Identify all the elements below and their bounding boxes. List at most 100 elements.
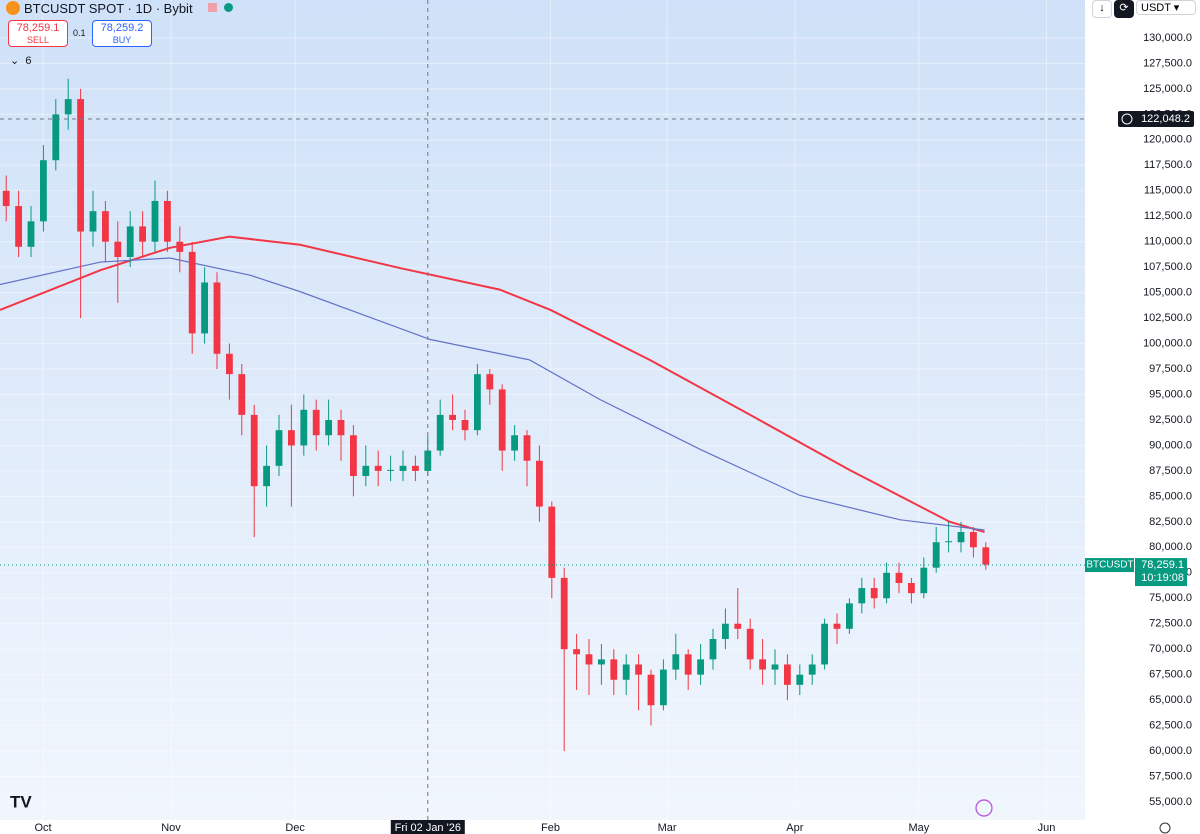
y-tick-label: 95,000.0 <box>1149 388 1192 400</box>
currency-select[interactable]: USDT ▾ <box>1136 0 1196 15</box>
candle-body <box>325 419 333 436</box>
y-tick-label: 62,500.0 <box>1149 720 1192 732</box>
candle-body <box>560 577 568 650</box>
candle-body <box>2 190 10 207</box>
candle-body <box>486 374 494 390</box>
sync-button[interactable]: ⟳ <box>1114 0 1134 18</box>
indicator-count: 6 <box>25 55 32 67</box>
candle-body <box>387 469 395 471</box>
candle-body <box>213 282 221 354</box>
y-tick-label: 60,000.0 <box>1149 745 1192 757</box>
candle-body <box>89 211 97 232</box>
y-tick-label: 115,000.0 <box>1144 185 1192 197</box>
candle-body <box>151 200 159 242</box>
candle-body <box>188 251 196 334</box>
candle-body <box>39 160 47 222</box>
y-tick-label: 85,000.0 <box>1149 490 1192 502</box>
candle-body <box>932 542 940 568</box>
candle-body <box>573 649 581 655</box>
candle-body <box>163 200 171 242</box>
candle-body <box>250 414 258 487</box>
x-tick-label: Jun <box>1038 822 1056 834</box>
candle-body <box>436 414 444 451</box>
candle-body <box>895 572 903 583</box>
candle-body <box>77 99 85 232</box>
candle-body <box>411 465 419 471</box>
buy-button[interactable]: 78,259.2 BUY <box>92 20 152 47</box>
candle-body <box>511 435 519 451</box>
candle-body <box>263 465 271 487</box>
sell-button[interactable]: 78,259.1 SELL <box>8 20 68 47</box>
candle-body <box>101 211 109 242</box>
crosshair-y-box <box>1118 110 1194 127</box>
logo[interactable]: TV <box>10 792 32 811</box>
candle-body <box>845 603 853 629</box>
y-tick-label: 92,500.0 <box>1149 414 1192 426</box>
y-tick-label: 87,500.0 <box>1149 465 1192 477</box>
candle-body <box>362 465 370 477</box>
candle-body <box>672 654 680 670</box>
candle-body <box>759 659 767 670</box>
indicator-toggle[interactable]: ⌄ 6 <box>10 55 32 67</box>
x-tick-label: Mar <box>658 822 677 834</box>
candle-body <box>64 99 72 115</box>
moving-average-line <box>0 257 985 531</box>
symbol-title[interactable]: BTCUSDT SPOT · 1D · Bybit <box>24 1 193 16</box>
candle-body <box>399 465 407 471</box>
candle-body <box>982 547 990 565</box>
y-tick-label: 97,500.0 <box>1149 363 1192 375</box>
y-tick-label: 125,000.0 <box>1143 83 1192 95</box>
candle-body <box>585 654 593 665</box>
candle-body <box>597 659 605 665</box>
candle-body <box>176 241 184 252</box>
candle-body <box>709 639 717 660</box>
candle-body <box>721 623 729 640</box>
price-axis <box>1085 0 1200 834</box>
add-alert-icon <box>1121 113 1133 125</box>
y-tick-label: 107,500.0 <box>1143 261 1192 273</box>
x-tick-label: May <box>908 822 929 834</box>
candle-body <box>349 435 357 477</box>
settings-icon[interactable] <box>1159 822 1171 834</box>
x-tick-label: Feb <box>541 822 560 834</box>
candle-body <box>610 659 618 680</box>
x-tick-label: Dec <box>285 822 305 834</box>
candle-body <box>920 567 928 594</box>
candle-body <box>647 674 655 706</box>
status-dot <box>224 3 233 12</box>
candle-body <box>907 582 915 594</box>
y-tick-label: 90,000.0 <box>1149 439 1192 451</box>
y-tick-label: 82,500.0 <box>1149 516 1192 528</box>
buy-label: BUY <box>112 35 132 45</box>
x-tick-label: Apr <box>786 822 803 834</box>
y-tick-label: 65,000.0 <box>1149 694 1192 706</box>
candle-body <box>473 374 481 431</box>
y-tick-label: 75,000.0 <box>1149 592 1192 604</box>
candle-body <box>808 664 816 675</box>
coin-icon <box>6 1 20 15</box>
candle-body <box>300 409 308 446</box>
candle-body <box>821 623 829 665</box>
candle-body <box>126 226 134 257</box>
moving-average-line <box>0 235 985 534</box>
candle-body <box>969 532 977 548</box>
candle-body <box>27 221 35 247</box>
candle-body <box>535 460 543 507</box>
flag-icon[interactable] <box>208 3 217 12</box>
y-tick-label: 72,500.0 <box>1149 618 1192 630</box>
y-tick-label: 70,000.0 <box>1149 643 1192 655</box>
candle-body <box>139 226 147 242</box>
candle-body <box>870 588 878 599</box>
plot-background <box>0 0 1085 820</box>
candle-body <box>424 450 432 471</box>
candle-body <box>771 664 779 670</box>
candle-body <box>746 628 754 660</box>
download-button[interactable]: ↓ <box>1092 0 1112 18</box>
candle-body <box>337 419 345 436</box>
countdown-label: 10:19:08 <box>1141 572 1184 584</box>
alert-icon[interactable] <box>975 799 993 817</box>
currency: USDT <box>1141 2 1171 14</box>
candle-body <box>523 435 531 461</box>
y-tick-label: 100,000.0 <box>1143 337 1192 349</box>
